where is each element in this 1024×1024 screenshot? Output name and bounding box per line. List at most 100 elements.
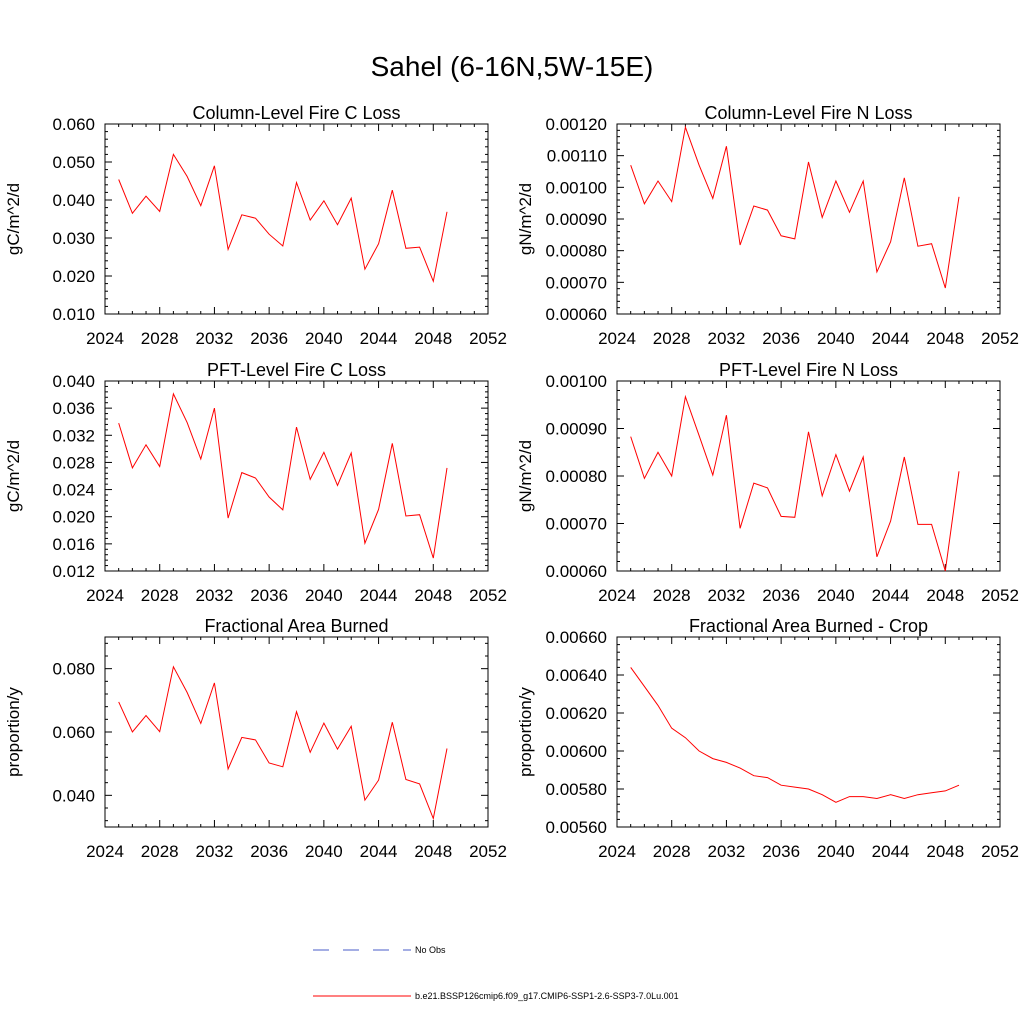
x-tick-label: 2044	[872, 842, 910, 861]
x-tick-label: 2028	[141, 586, 179, 605]
x-tick-label: 2044	[360, 842, 398, 861]
x-tick-label: 2024	[598, 842, 636, 861]
y-tick-label: 0.00090	[546, 420, 607, 439]
y-tick-label: 0.00090	[546, 210, 607, 229]
panel-column-level-fire-c-loss: Column-Level Fire C Loss gC/m^2/d 2024 2028…	[4, 103, 507, 348]
y-tick-label: 0.060	[52, 115, 95, 134]
y-tick-label: 0.040	[52, 372, 95, 391]
x-tick-label: 2044	[872, 586, 910, 605]
y-tick-label: 0.00070	[546, 515, 607, 534]
y-tick-label: 0.00100	[546, 178, 607, 197]
y-tick-label: 0.012	[52, 562, 95, 581]
x-tick-label: 2044	[360, 586, 398, 605]
y-tick-label: 0.00560	[546, 818, 607, 837]
y-tick-label: 0.00060	[546, 562, 607, 581]
panel-pft-level-fire-n-loss: PFT-Level Fire N Loss gN/m^2/d 2024 2028 203…	[516, 360, 1019, 605]
x-tick-label: 2024	[598, 329, 636, 348]
y-tick-label: 0.032	[52, 426, 95, 445]
figure-title: Sahel (6-16N,5W-15E)	[371, 51, 654, 82]
x-tick-label: 2028	[141, 329, 179, 348]
series-line	[118, 665, 448, 821]
x-tick-label: 2028	[141, 842, 179, 861]
y-axis-label: gN/m^2/d	[516, 183, 535, 255]
y-tick-label: 0.00080	[546, 242, 607, 261]
x-tick-label: 2032	[708, 842, 746, 861]
y-tick-label: 0.00660	[546, 628, 607, 647]
y-tick-label: 0.00580	[546, 780, 607, 799]
x-tick-label: 2040	[305, 842, 343, 861]
y-tick-label: 0.00070	[546, 273, 607, 292]
series-line	[118, 392, 448, 559]
y-tick-label: 0.00120	[546, 115, 607, 134]
x-tick-label: 2048	[926, 586, 964, 605]
x-tick-label: 2036	[250, 842, 288, 861]
panel-fractional-area-burned: Fractional Area Burned proportion/y 2024 20…	[4, 616, 507, 861]
x-tick-label: 2052	[469, 842, 507, 861]
y-tick-label: 0.00100	[546, 372, 607, 391]
x-tick-label: 2048	[926, 329, 964, 348]
x-tick-label: 2032	[196, 329, 234, 348]
x-tick-label: 2040	[817, 586, 855, 605]
x-tick-label: 2048	[414, 329, 452, 348]
x-tick-label: 2036	[762, 842, 800, 861]
y-axis-label: gN/m^2/d	[516, 440, 535, 512]
legend: No Obs b.e21.BSSP126cmip6.f09_g17.CMIP6-…	[313, 945, 679, 1001]
y-tick-label: 0.040	[52, 786, 95, 805]
panels: Column-Level Fire C Loss gC/m^2/d 2024 2028…	[4, 103, 1019, 861]
panel-title: PFT-Level Fire N Loss	[719, 360, 898, 380]
x-tick-label: 2024	[86, 842, 124, 861]
series-line	[630, 125, 960, 289]
x-tick-label: 2044	[360, 329, 398, 348]
y-tick-label: 0.00620	[546, 704, 607, 723]
y-tick-label: 0.036	[52, 399, 95, 418]
x-tick-label: 2044	[872, 329, 910, 348]
plot-frame	[616, 380, 1001, 572]
plot-frame	[104, 123, 489, 315]
x-tick-label: 2032	[708, 586, 746, 605]
y-tick-label: 0.050	[52, 153, 95, 172]
x-tick-label: 2024	[86, 586, 124, 605]
panel-title: Column-Level Fire N Loss	[704, 103, 912, 123]
x-tick-label: 2040	[305, 586, 343, 605]
y-tick-label: 0.080	[52, 660, 95, 679]
legend-obs-label: No Obs	[415, 945, 446, 955]
x-tick-label: 2048	[926, 842, 964, 861]
x-tick-label: 2028	[653, 586, 691, 605]
x-tick-label: 2036	[762, 586, 800, 605]
y-tick-label: 0.060	[52, 723, 95, 742]
legend-model-label: b.e21.BSSP126cmip6.f09_g17.CMIP6-SSP1-2.…	[415, 991, 679, 1001]
x-tick-label: 2032	[708, 329, 746, 348]
y-tick-label: 0.016	[52, 535, 95, 554]
x-tick-label: 2040	[817, 842, 855, 861]
x-tick-label: 2028	[653, 329, 691, 348]
y-axis-label: proportion/y	[516, 687, 535, 777]
x-tick-label: 2036	[762, 329, 800, 348]
y-tick-label: 0.00640	[546, 666, 607, 685]
y-tick-label: 0.020	[52, 267, 95, 286]
y-tick-label: 0.00080	[546, 467, 607, 486]
x-tick-label: 2032	[196, 586, 234, 605]
panel-title: PFT-Level Fire C Loss	[207, 360, 386, 380]
x-tick-label: 2040	[817, 329, 855, 348]
x-tick-label: 2048	[414, 586, 452, 605]
x-tick-label: 2032	[196, 842, 234, 861]
x-tick-label: 2024	[598, 586, 636, 605]
x-tick-label: 2028	[653, 842, 691, 861]
panel-column-level-fire-n-loss: Column-Level Fire N Loss gN/m^2/d 2024 2028…	[516, 103, 1019, 348]
x-tick-label: 2052	[469, 329, 507, 348]
x-tick-label: 2036	[250, 586, 288, 605]
panel-title: Fractional Area Burned - Crop	[689, 616, 928, 636]
panel-title: Column-Level Fire C Loss	[192, 103, 400, 123]
y-axis-label: proportion/y	[4, 687, 23, 777]
y-tick-label: 0.040	[52, 191, 95, 210]
x-tick-label: 2052	[981, 586, 1019, 605]
plot-frame	[616, 636, 1001, 828]
plot-frame	[104, 636, 489, 828]
y-tick-label: 0.024	[52, 481, 95, 500]
y-tick-label: 0.00110	[547, 147, 607, 166]
x-tick-label: 2036	[250, 329, 288, 348]
y-tick-label: 0.010	[52, 305, 95, 324]
x-tick-label: 2048	[414, 842, 452, 861]
x-tick-label: 2052	[981, 842, 1019, 861]
